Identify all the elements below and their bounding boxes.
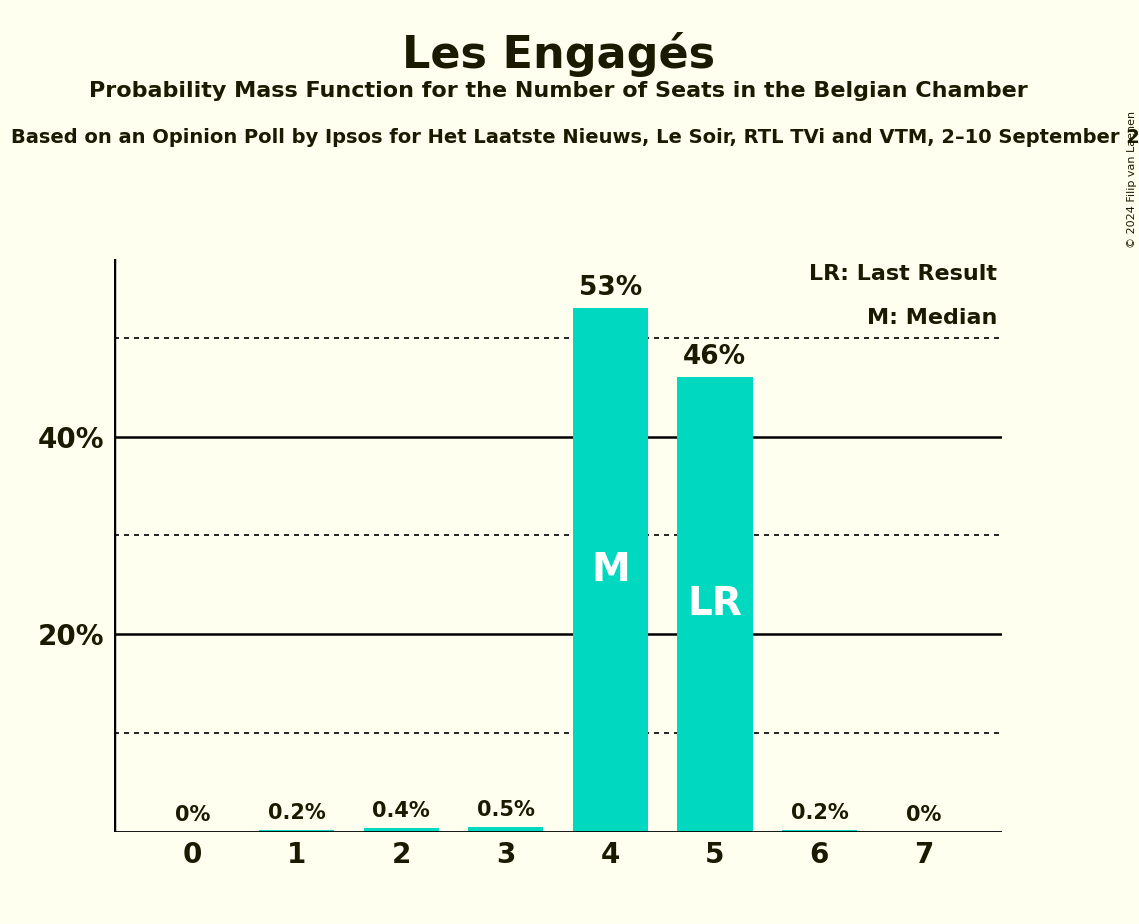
Text: 0%: 0% bbox=[907, 805, 942, 825]
Text: Probability Mass Function for the Number of Seats in the Belgian Chamber: Probability Mass Function for the Number… bbox=[89, 81, 1027, 102]
Text: Based on an Opinion Poll by Ipsos for Het Laatste Nieuws, Le Soir, RTL TVi and V: Based on an Opinion Poll by Ipsos for He… bbox=[11, 128, 1139, 147]
Text: 53%: 53% bbox=[579, 275, 642, 301]
Text: 0.2%: 0.2% bbox=[268, 803, 326, 822]
Bar bbox=[468, 827, 543, 832]
Bar bbox=[781, 830, 857, 832]
Bar bbox=[260, 830, 335, 832]
Text: 0.2%: 0.2% bbox=[790, 803, 849, 822]
Text: Les Engagés: Les Engagés bbox=[402, 32, 714, 78]
Text: M: Median: M: Median bbox=[867, 308, 997, 328]
Text: © 2024 Filip van Laenen: © 2024 Filip van Laenen bbox=[1126, 111, 1137, 248]
Bar bbox=[678, 377, 753, 832]
Text: M: M bbox=[591, 551, 630, 589]
Text: LR: Last Result: LR: Last Result bbox=[809, 263, 997, 284]
Text: 0.4%: 0.4% bbox=[372, 801, 431, 821]
Text: 46%: 46% bbox=[683, 345, 746, 371]
Text: 0.5%: 0.5% bbox=[477, 800, 535, 820]
Text: 0%: 0% bbox=[174, 805, 210, 825]
Bar bbox=[573, 308, 648, 832]
Text: LR: LR bbox=[688, 586, 743, 624]
Bar bbox=[363, 828, 439, 832]
